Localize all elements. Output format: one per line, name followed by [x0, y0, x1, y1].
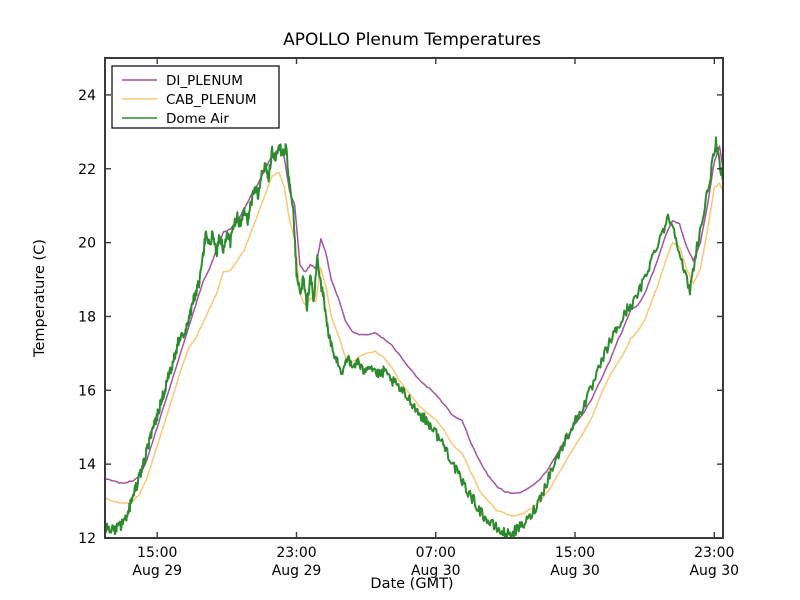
y-tick-label: 22	[78, 162, 96, 178]
series-group	[104, 136, 724, 539]
chart-legend: DI_PLENUM CAB_PLENUM Dome Air	[111, 65, 280, 129]
y-tick-label: 16	[78, 383, 96, 399]
x-tick-label-date: Aug 29	[272, 563, 322, 579]
x-tick-label-time: 15:00	[555, 545, 595, 561]
x-tick-label-date: Aug 30	[411, 563, 461, 579]
x-axis-ticks: 15:00 Aug 29 23:00 Aug 29 07:00 Aug 30 15:00 Au…	[132, 58, 739, 579]
y-tick-label: 14	[78, 457, 96, 473]
x-axis-label: Date (GMT)	[370, 576, 453, 592]
y-axis-label: Temperature (C)	[32, 239, 48, 358]
legend-label: Dome Air	[166, 111, 229, 127]
y-tick-label: 12	[78, 531, 96, 547]
chart-title: APOLLO Plenum Temperatures	[283, 30, 541, 50]
x-tick-label-date: Aug 30	[689, 563, 739, 579]
plot-frame	[104, 57, 724, 539]
legend-label: CAB_PLENUM	[166, 92, 257, 108]
series-line-di-plenum	[104, 145, 724, 495]
legend-label: DI_PLENUM	[166, 73, 243, 89]
series-line-dome-air	[104, 136, 724, 539]
legend-items: DI_PLENUM CAB_PLENUM Dome Air	[122, 73, 257, 127]
y-tick-label: 24	[78, 88, 96, 104]
y-axis-ticks: 12 14 16 18 20 22 24	[78, 88, 723, 547]
x-tick-label-time: 23:00	[276, 545, 316, 561]
x-tick-label-time: 15:00	[137, 545, 177, 561]
y-tick-label: 18	[78, 309, 96, 325]
x-tick-label-date: Aug 29	[132, 563, 182, 579]
y-tick-label: 20	[78, 236, 96, 252]
x-tick-label-time: 23:00	[694, 545, 734, 561]
x-tick-label-time: 07:00	[416, 545, 456, 561]
x-tick-label-date: Aug 30	[550, 563, 600, 579]
series-line-cab-plenum	[104, 171, 724, 517]
